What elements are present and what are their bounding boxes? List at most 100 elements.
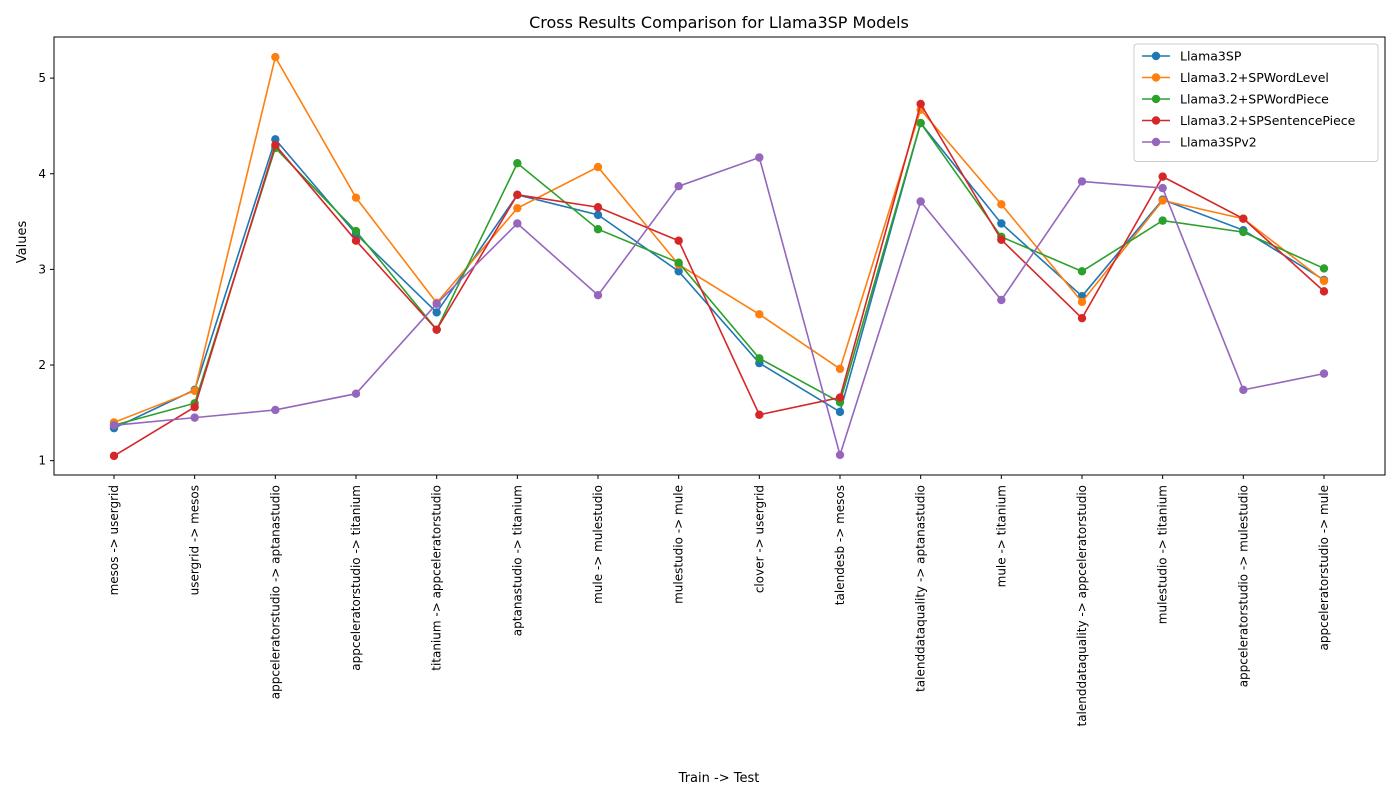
data-point (1158, 172, 1167, 181)
series-line (113, 156, 1325, 458)
y-tick-label: 1 (38, 454, 46, 468)
data-point (432, 308, 441, 317)
series (109, 99, 1329, 461)
data-point (1077, 177, 1087, 186)
data-point (997, 235, 1006, 244)
x-tick-label: aptanastudio -> titanium (510, 485, 524, 636)
data-point (432, 325, 441, 334)
data-point (271, 135, 280, 144)
data-point (351, 236, 361, 245)
data-point (1077, 267, 1087, 276)
legend-marker (1151, 116, 1161, 125)
data-point (513, 219, 522, 228)
data-point (1319, 369, 1329, 378)
data-point (513, 159, 522, 168)
x-tick-label: appceleratorstudio -> mulestudio (1236, 485, 1250, 687)
data-point (593, 291, 603, 300)
data-point (190, 402, 199, 412)
x-tick-label: talendesb -> mesos (833, 485, 847, 605)
data-point (351, 193, 361, 202)
legend-label: Llama3SP (1180, 49, 1242, 64)
data-point (674, 267, 683, 276)
x-tick-label: mule -> titanium (994, 485, 1008, 587)
x-tick-label: titanium -> appceleratorstudio (430, 485, 444, 671)
data-point (755, 310, 764, 319)
legend-label: Llama3.2+SPWordLevel (1180, 70, 1329, 85)
legend-marker (1151, 94, 1161, 104)
data-point (997, 200, 1006, 209)
data-point (190, 413, 199, 422)
legend-marker (1151, 137, 1161, 147)
data-point (997, 219, 1006, 228)
x-tick-label: talenddataquality -> appceleratorstudio (1075, 485, 1089, 727)
data-point (109, 451, 119, 461)
data-point (1158, 216, 1167, 225)
legend-item: Llama3.2+SPSentencePiece (1142, 113, 1356, 128)
data-point (593, 210, 603, 220)
data-point (674, 258, 683, 267)
data-point (674, 181, 683, 191)
y-axis: 1 2 3 4 5 (38, 71, 54, 468)
x-tick-label: appceleratorstudio -> aptanastudio (268, 485, 282, 699)
data-point (1077, 313, 1087, 323)
data-point (271, 140, 280, 150)
legend-box (1133, 43, 1379, 162)
data-point (1319, 264, 1329, 273)
data-point (835, 393, 845, 402)
legend-marker (1151, 51, 1161, 61)
series-line (113, 54, 1325, 424)
data-point (351, 389, 361, 398)
legend-item: Llama3SPv2 (1142, 135, 1257, 150)
data-point (835, 450, 845, 460)
x-tick-label: mulestudio -> mule (672, 485, 686, 604)
data-point (916, 197, 925, 206)
data-point (593, 162, 603, 172)
plot-frame (53, 36, 1386, 476)
legend: Llama3SP Llama3.2+SPWordLevel Llama3.2+SPW… (1133, 43, 1379, 162)
data-point (835, 407, 845, 417)
data-point (755, 410, 764, 419)
data-point (432, 299, 441, 309)
data-point (513, 190, 522, 199)
legend-label: Llama3.2+SPSentencePiece (1180, 113, 1356, 128)
legend-item: Llama3SP (1142, 49, 1242, 64)
data-point (674, 236, 683, 245)
x-tick-label: mesos -> usergrid (107, 485, 121, 595)
x-tick-label: mule -> mulestudio (591, 485, 605, 604)
data-point (755, 153, 764, 162)
chart-title: Cross Results Comparison for Llama3SP Mo… (529, 13, 909, 32)
legend-marker (1151, 73, 1161, 82)
data-point (916, 118, 925, 128)
legend-item: Llama3.2+SPWordPiece (1142, 92, 1329, 107)
data-point (271, 405, 280, 415)
data-point (1319, 276, 1329, 286)
data-point (190, 386, 199, 396)
data-point (1239, 214, 1248, 223)
legend-label: Llama3.2+SPWordPiece (1180, 92, 1329, 107)
x-tick-label: mulestudio -> titanium (1156, 485, 1170, 624)
data-point (916, 99, 925, 109)
y-tick-label: 4 (38, 167, 46, 181)
x-axis: mesos -> usergrid usergrid -> mesos appcel… (107, 475, 1331, 727)
data-point (513, 203, 522, 213)
data-point (835, 364, 845, 374)
x-tick-label: clover -> usergrid (752, 485, 766, 593)
series (109, 153, 1329, 460)
data-point (1319, 287, 1329, 296)
y-tick-label: 3 (38, 262, 46, 276)
data-point (593, 225, 603, 234)
legend-item: Llama3.2+SPWordLevel (1142, 70, 1329, 85)
data-point (271, 52, 280, 62)
y-axis-label: Values (15, 221, 30, 264)
data-point (593, 203, 603, 212)
y-tick-label: 5 (38, 71, 46, 85)
x-tick-label: usergrid -> mesos (188, 485, 202, 595)
data-point (997, 295, 1006, 305)
data-point (1077, 297, 1087, 307)
data-point (1239, 227, 1248, 237)
data-point (1158, 183, 1167, 193)
data-point (1158, 196, 1167, 205)
x-tick-label: appceleratorstudio -> titanium (349, 485, 363, 671)
